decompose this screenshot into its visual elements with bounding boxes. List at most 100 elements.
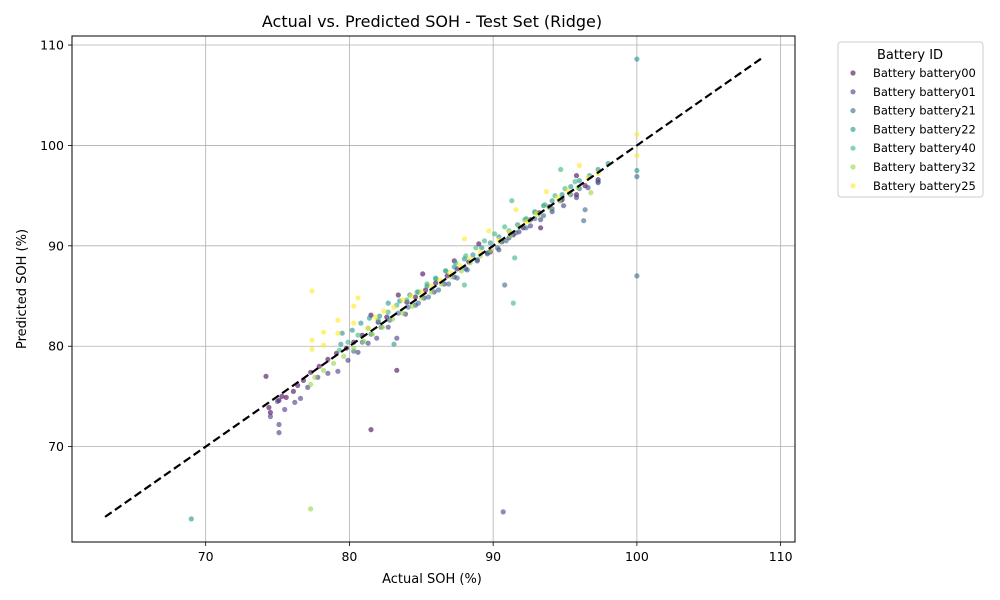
data-point bbox=[502, 282, 508, 288]
data-point bbox=[414, 289, 420, 295]
legend-label: Battery battery32 bbox=[873, 160, 976, 174]
data-point bbox=[405, 304, 411, 310]
data-point bbox=[374, 335, 380, 341]
data-point bbox=[349, 327, 355, 333]
data-point bbox=[481, 238, 488, 244]
legend-label: Battery battery25 bbox=[873, 179, 976, 193]
data-point bbox=[573, 173, 580, 179]
data-point bbox=[486, 228, 492, 234]
data-point bbox=[320, 329, 327, 335]
legend-label: Battery battery01 bbox=[873, 85, 976, 99]
data-point bbox=[358, 320, 364, 326]
data-point bbox=[372, 314, 378, 320]
data-point bbox=[573, 195, 580, 201]
data-point bbox=[290, 388, 296, 394]
data-point bbox=[395, 292, 401, 298]
data-point bbox=[394, 367, 400, 373]
data-point bbox=[341, 353, 347, 359]
legend-entries: Battery battery00 Battery battery01 Batter… bbox=[850, 66, 976, 193]
data-point bbox=[509, 198, 515, 204]
x-axis-ticks: 70 80 90 100 110 bbox=[198, 542, 793, 564]
y-tick-label: 80 bbox=[48, 339, 64, 354]
data-point bbox=[400, 310, 406, 316]
data-point bbox=[351, 303, 357, 309]
legend-box bbox=[837, 41, 984, 198]
data-point bbox=[523, 219, 529, 225]
plot-frame bbox=[71, 35, 796, 543]
data-point bbox=[542, 202, 548, 208]
data-point bbox=[188, 516, 194, 522]
series-battery-battery21 bbox=[351, 174, 640, 354]
data-point bbox=[523, 225, 529, 231]
data-point bbox=[267, 413, 273, 420]
data-point bbox=[381, 308, 387, 314]
data-point bbox=[494, 245, 501, 251]
data-point bbox=[568, 184, 574, 190]
data-point bbox=[345, 339, 351, 345]
data-point bbox=[420, 271, 426, 277]
x-axis-label: Actual SOH (%) bbox=[382, 572, 482, 587]
data-point bbox=[312, 374, 318, 380]
data-point bbox=[339, 330, 345, 336]
legend-label: Battery battery22 bbox=[873, 122, 976, 136]
data-point bbox=[385, 324, 391, 330]
data-point bbox=[412, 294, 419, 300]
data-point bbox=[479, 245, 485, 251]
data-point bbox=[355, 295, 361, 301]
y-tick-label: 90 bbox=[48, 238, 64, 253]
data-point bbox=[500, 509, 506, 515]
legend-marker bbox=[850, 70, 856, 76]
data-point bbox=[634, 174, 640, 180]
data-point bbox=[538, 225, 544, 231]
data-point bbox=[331, 360, 337, 366]
data-point bbox=[433, 280, 439, 286]
data-point bbox=[476, 241, 482, 247]
series-battery-battery32 bbox=[308, 185, 594, 512]
data-point bbox=[276, 430, 282, 436]
data-point bbox=[533, 211, 539, 217]
y-tick-label: 100 bbox=[40, 138, 64, 153]
data-point bbox=[492, 231, 498, 237]
data-point bbox=[297, 395, 304, 401]
data-point bbox=[394, 335, 400, 341]
data-point bbox=[368, 427, 374, 433]
data-point bbox=[576, 178, 583, 184]
data-point bbox=[435, 287, 442, 293]
data-point bbox=[512, 255, 518, 261]
data-point bbox=[361, 338, 367, 344]
data-point bbox=[461, 282, 467, 288]
data-point bbox=[320, 367, 327, 373]
data-point bbox=[385, 300, 391, 306]
data-point bbox=[400, 297, 406, 303]
y-tick-label: 70 bbox=[48, 439, 64, 454]
data-point bbox=[443, 268, 449, 274]
data-point bbox=[428, 289, 434, 295]
data-point bbox=[283, 394, 289, 400]
legend-label: Battery battery40 bbox=[873, 141, 976, 155]
reference-line-y-equals-x bbox=[104, 57, 763, 518]
data-point bbox=[266, 404, 272, 411]
data-point bbox=[634, 56, 640, 62]
data-point bbox=[576, 162, 583, 169]
data-point bbox=[425, 294, 432, 300]
data-point bbox=[538, 217, 544, 223]
data-point bbox=[351, 345, 357, 351]
legend-marker bbox=[850, 145, 856, 151]
data-point bbox=[634, 273, 640, 279]
data-point bbox=[558, 166, 564, 173]
data-point bbox=[451, 264, 457, 270]
data-point bbox=[634, 152, 640, 159]
data-point bbox=[588, 190, 594, 196]
data-point bbox=[335, 317, 341, 323]
data-point bbox=[423, 287, 429, 293]
data-point bbox=[634, 167, 640, 174]
data-point bbox=[487, 248, 493, 254]
data-point bbox=[453, 260, 459, 266]
data-point bbox=[464, 267, 470, 273]
legend-marker bbox=[850, 164, 856, 170]
data-point bbox=[282, 406, 288, 413]
data-point bbox=[355, 349, 361, 355]
data-point bbox=[325, 370, 331, 376]
chart-title: Actual vs. Predicted SOH - Test Set (Rid… bbox=[262, 12, 602, 31]
